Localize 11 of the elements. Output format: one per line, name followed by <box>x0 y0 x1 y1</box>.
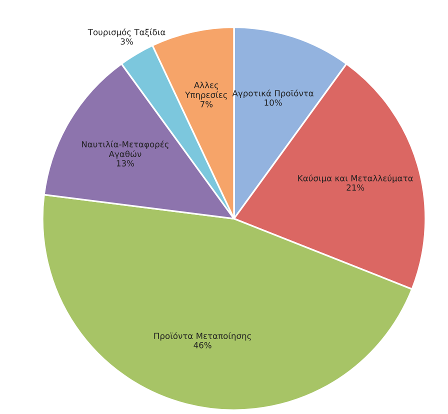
data-label: 3% <box>120 38 133 45</box>
data-label: 7% <box>200 101 213 108</box>
slice-label: Ναυτιλία-Μεταφορές Αγαθών <box>82 140 168 159</box>
data-label: 46% <box>194 342 212 348</box>
slice-label: Τουρισμός Ταξίδια <box>88 28 166 37</box>
slice-label: Καύσιμα και Μεταλλεύματα <box>298 174 413 183</box>
data-label: 10% <box>264 99 282 106</box>
slice-label: Αλλες Υπηρεσίες <box>185 82 227 100</box>
data-label: 21% <box>346 184 364 191</box>
data-label: 13% <box>116 160 134 166</box>
slice-label: Προϊόντα Μεταποίησης <box>154 332 251 341</box>
